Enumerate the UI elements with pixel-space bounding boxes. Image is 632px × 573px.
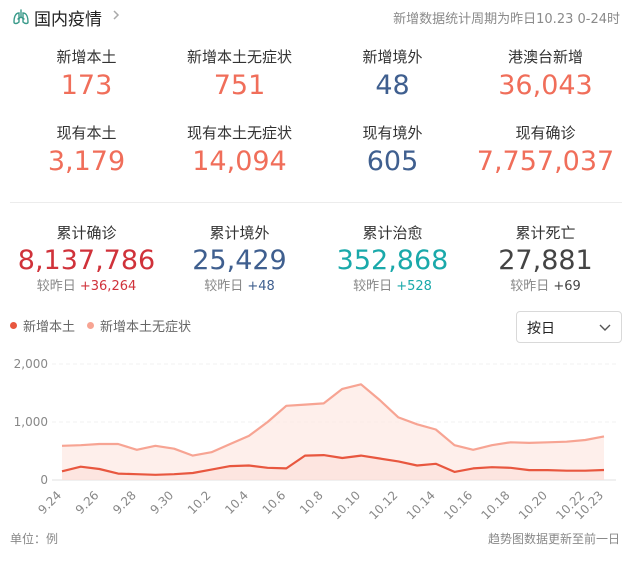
- stat-value: 25,429: [192, 245, 287, 276]
- x-tick-label: 10.18: [478, 488, 512, 522]
- stat-value: 36,043: [498, 70, 593, 101]
- update-note: 趋势图数据更新至前一日: [487, 532, 620, 546]
- stat-label: 新增境外: [362, 48, 423, 66]
- chart-legend: 新增本土 新增本土无症状: [10, 316, 203, 335]
- delta-value: +69: [553, 279, 581, 294]
- unit-label: 单位：例: [10, 532, 59, 546]
- stat-value: 48: [375, 70, 410, 101]
- delta-value: +528: [396, 279, 432, 294]
- stats-row-cumulative: 累计确诊 8,137,786 较昨日 +36,264 累计境外 25,429 较…: [10, 222, 622, 296]
- stat-value: 3,179: [47, 146, 126, 177]
- y-tick-label: 1,000: [14, 415, 48, 429]
- stat-new-local: 新增本土 173: [10, 46, 163, 104]
- stat-current-local-asymptomatic: 现有本土无症状 14,094: [163, 122, 316, 180]
- stat-label: 现有本土无症状: [186, 124, 292, 142]
- y-tick-label: 0: [40, 473, 48, 487]
- stat-new-local-asymptomatic: 新增本土无症状 751: [163, 46, 316, 104]
- stat-delta: 较昨日 +36,264: [10, 278, 163, 296]
- stat-value: 27,881: [498, 245, 593, 276]
- x-tick-label: 9.24: [35, 488, 64, 517]
- stats-row-current: 现有本土 3,179 现有本土无症状 14,094 现有境外 605 现有确诊 …: [10, 122, 622, 180]
- delta-value: +48: [247, 279, 275, 294]
- stat-value: 14,094: [192, 146, 287, 177]
- stat-value: 8,137,786: [17, 245, 156, 276]
- legend-label: 新增本土: [23, 320, 76, 335]
- stats-row-new: 新增本土 173 新增本土无症状 751 新增境外 48 港澳台新增 36,04…: [10, 46, 622, 104]
- delta-prefix: 较昨日: [510, 279, 550, 294]
- stat-delta: 较昨日 +69: [469, 278, 622, 296]
- divider: [10, 202, 622, 203]
- stat-current-imported: 现有境外 605: [316, 122, 469, 180]
- x-tick-label: 10.16: [441, 488, 475, 522]
- stat-label: 累计死亡: [515, 224, 576, 242]
- legend-dot: [87, 322, 95, 329]
- x-tick-label: 9.26: [73, 488, 102, 517]
- series-area-local-new: [62, 455, 604, 480]
- period-select[interactable]: 按日: [516, 311, 622, 343]
- stat-value: 751: [213, 70, 266, 101]
- stat-new-hk-mo-tw: 港澳台新增 36,043: [469, 46, 622, 104]
- stat-new-imported: 新增境外 48: [316, 46, 469, 104]
- stat-cumulative-imported: 累计境外 25,429 较昨日 +48: [163, 222, 316, 296]
- series-line-local-new: [61, 454, 605, 476]
- x-tick-label: 10.10: [329, 488, 363, 522]
- delta-prefix: 较昨日: [204, 279, 244, 294]
- header: 国内疫情 新增数据统计周期为昨日10.23 0-24时: [0, 0, 632, 34]
- section-title[interactable]: 国内疫情: [34, 10, 102, 30]
- period-select-value: 按日: [527, 321, 555, 337]
- legend-item-asymptomatic[interactable]: 新增本土无症状: [87, 316, 191, 335]
- stat-label: 新增本土无症状: [186, 48, 292, 66]
- stat-label: 现有境外: [362, 124, 423, 142]
- stat-value: 173: [60, 70, 113, 101]
- stat-current-local: 现有本土 3,179: [10, 122, 163, 180]
- legend-label: 新增本土无症状: [100, 320, 192, 335]
- delta-prefix: 较昨日: [353, 279, 393, 294]
- legend-dot: [10, 322, 17, 329]
- delta-prefix: 较昨日: [36, 279, 76, 294]
- stat-delta: 较昨日 +48: [163, 278, 316, 296]
- stat-label: 港澳台新增: [507, 48, 583, 66]
- x-tick-label: 9.28: [110, 488, 139, 517]
- series-line-asymptomatic: [61, 383, 605, 457]
- x-tick-label: 9.30: [147, 488, 176, 517]
- stat-label: 现有本土: [56, 124, 117, 142]
- x-tick-label: 10.20: [516, 488, 550, 522]
- stat-label: 累计确诊: [56, 224, 117, 242]
- delta-value: +36,264: [79, 279, 137, 294]
- x-tick-label: 10.8: [297, 488, 326, 517]
- lungs-icon: [13, 9, 29, 25]
- stat-label: 新增本土: [56, 48, 117, 66]
- chevron-right-icon[interactable]: [110, 9, 122, 21]
- stat-label: 现有确诊: [515, 124, 576, 142]
- stat-current-confirmed: 现有确诊 7,757,037: [469, 122, 622, 180]
- stat-cumulative-confirmed: 累计确诊 8,137,786 较昨日 +36,264: [10, 222, 163, 296]
- legend-item-local-new[interactable]: 新增本土: [10, 316, 75, 335]
- stat-value: 352,868: [336, 245, 449, 276]
- trend-chart: 0 1,000 2,000 9.24 9.26 9.28 9.30 10.2 10.4 10.6 1…: [14, 357, 616, 522]
- series-area-asymptomatic: [62, 384, 604, 480]
- stat-label: 累计境外: [209, 224, 270, 242]
- stat-cumulative-cured: 累计治愈 352,868 较昨日 +528: [316, 222, 469, 296]
- stat-delta: 较昨日 +528: [316, 278, 469, 296]
- stat-period-note: 新增数据统计周期为昨日10.23 0-24时: [393, 12, 620, 27]
- x-tick-label: 10.14: [404, 488, 438, 522]
- stat-cumulative-deaths: 累计死亡 27,881 较昨日 +69: [469, 222, 622, 296]
- x-tick-label: 10.2: [185, 488, 214, 517]
- stat-label: 累计治愈: [362, 224, 423, 242]
- x-tick-label: 10.12: [366, 488, 400, 522]
- stat-value: 7,757,037: [476, 146, 615, 177]
- chevron-down-icon: [599, 324, 611, 331]
- x-tick-label: 10.6: [260, 488, 289, 517]
- y-tick-label: 2,000: [14, 357, 48, 371]
- stat-value: 605: [366, 146, 419, 177]
- x-tick-label: 10.4: [222, 488, 251, 517]
